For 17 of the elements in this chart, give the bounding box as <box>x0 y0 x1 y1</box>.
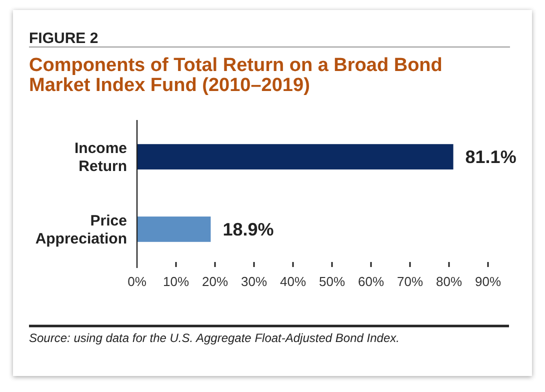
x-tick-label: 40% <box>280 274 306 289</box>
x-tick-label: 90% <box>474 274 502 289</box>
chart-title: Components of Total Return on a Broad Bond Market Index Fund (2010–2019) <box>29 55 442 96</box>
data-label: 81.1% <box>465 147 516 168</box>
source-note: Source: using data for the U.S. Aggregate Float-Adjusted Bond Index. <box>29 331 400 345</box>
y-tick-label: Income Return <box>74 140 127 176</box>
x-tick-label: 70% <box>396 274 424 289</box>
x-tick-label: 80% <box>436 274 462 289</box>
x-tick-label: 60% <box>358 274 384 289</box>
y-tick-label: Price Appreciation <box>35 212 127 248</box>
x-tick-label: 0% <box>128 274 147 289</box>
x-tick-label: 20% <box>202 274 228 289</box>
caption: FIGURE 2 <box>29 30 98 47</box>
data-label: 18.9% <box>222 220 274 240</box>
x-tick-label: 10% <box>162 274 190 289</box>
x-tick-label: 50% <box>318 274 346 289</box>
x-tick-label: 30% <box>240 274 268 289</box>
